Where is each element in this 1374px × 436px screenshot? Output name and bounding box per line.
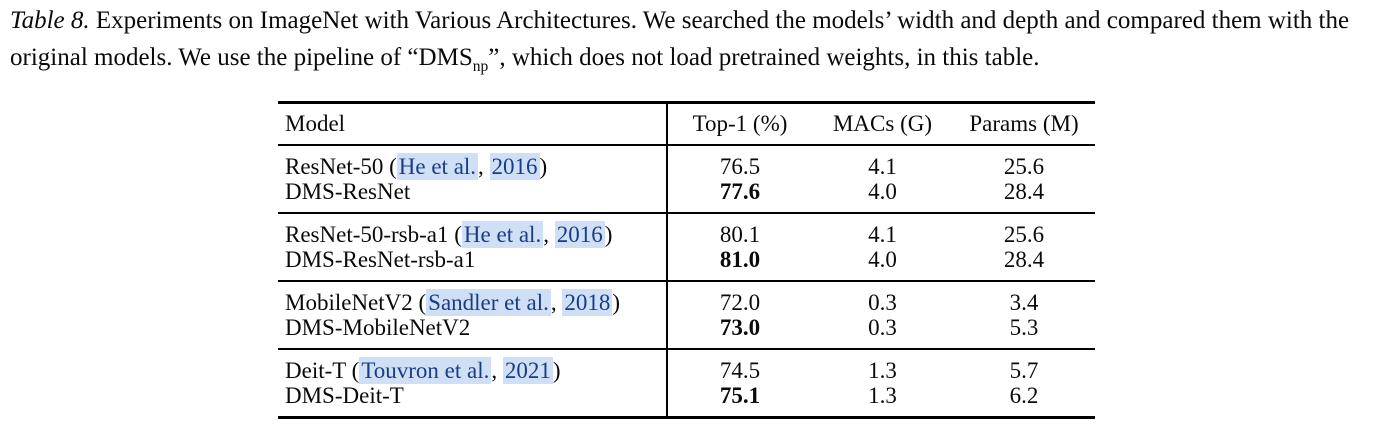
model-cell: ResNet-50 (He et al., 2016): [278, 145, 667, 180]
model-name: ResNet-50-rsb-a1 (: [285, 222, 462, 247]
model-name: DMS-ResNet-rsb-a1: [285, 247, 476, 272]
params-value: 3.4: [1009, 290, 1039, 315]
params-value: 5.3: [1009, 315, 1039, 340]
citation-link-authors[interactable]: He et al.: [396, 153, 479, 180]
table-group-mobilenet: MobileNetV2 (Sandler et al., 2018) 72.0 …: [278, 281, 1095, 349]
column-header-top1: Top-1 (%): [666, 102, 812, 146]
caption-subscript-np: np: [472, 58, 489, 75]
citation-separator: ,: [550, 290, 563, 315]
macs-value: 4.1: [868, 222, 897, 247]
table-header-row: Model Top-1 (%) MACs (G) Params (M): [278, 102, 1095, 146]
table-group-resnet: ResNet-50 (He et al., 2016) 76.5 4.1 25.…: [278, 145, 1095, 213]
citation-link-year[interactable]: 2016: [554, 221, 605, 248]
caption-label: Table 8.: [10, 7, 90, 34]
table-row: DMS-Deit-T 75.1 1.3 6.2: [278, 383, 1095, 418]
top1-value: 80.1: [666, 213, 812, 247]
top1-value: 74.5: [666, 349, 812, 383]
column-header-macs: MACs (G): [812, 102, 953, 146]
macs-value: 0.3: [868, 290, 897, 315]
results-table: Model Top-1 (%) MACs (G) Params (M) ResN…: [278, 101, 1095, 419]
model-cell: ResNet-50-rsb-a1 (He et al., 2016): [278, 213, 667, 248]
top1-value: 72.0: [666, 281, 812, 315]
model-name: ResNet-50 (: [285, 154, 397, 179]
table-row: ResNet-50 (He et al., 2016) 76.5 4.1 25.…: [278, 145, 1095, 180]
macs-value: 1.3: [868, 358, 897, 383]
table-row: DMS-MobileNetV2 73.0 0.3 5.3: [278, 315, 1095, 349]
macs-value: 4.0: [868, 247, 897, 272]
params-value: 6.2: [1009, 383, 1039, 408]
params-value: 5.7: [1009, 358, 1039, 383]
model-name-suffix: ): [539, 154, 548, 179]
model-cell: DMS-ResNet: [278, 179, 667, 213]
table-row: DMS-ResNet-rsb-a1 81.0 4.0 28.4: [278, 247, 1095, 281]
model-name: Deit-T (: [285, 358, 360, 383]
macs-value: 0.3: [868, 315, 897, 340]
model-name: DMS-Deit-T: [285, 383, 404, 408]
model-cell: DMS-Deit-T: [278, 383, 667, 418]
model-cell: MobileNetV2 (Sandler et al., 2018): [278, 281, 667, 316]
params-value: 25.6: [1003, 154, 1045, 179]
citation-link-year[interactable]: 2021: [502, 357, 553, 384]
top1-value: 81.0: [666, 247, 812, 281]
model-name-suffix: ): [612, 290, 621, 315]
caption-text-after-subscript: ”, which does not load pretrained weight…: [488, 44, 1040, 71]
model-name: DMS-ResNet: [285, 179, 411, 204]
macs-value: 4.1: [868, 154, 897, 179]
params-value: 28.4: [1003, 247, 1045, 272]
table-row: ResNet-50-rsb-a1 (He et al., 2016) 80.1 …: [278, 213, 1095, 248]
citation-link-authors[interactable]: Sandler et al.: [426, 289, 551, 316]
model-name: DMS-MobileNetV2: [285, 315, 471, 340]
citation-link-authors[interactable]: Touvron et al.: [359, 357, 492, 384]
caption-text-before-subscript: Experiments on ImageNet with Various Arc…: [10, 7, 1350, 71]
params-value: 25.6: [1003, 222, 1045, 247]
table-group-deit: Deit-T (Touvron et al., 2021) 74.5 1.3 5…: [278, 349, 1095, 418]
citation-link-year[interactable]: 2016: [489, 153, 540, 180]
model-name-suffix: ): [552, 358, 561, 383]
top1-value: 76.5: [666, 145, 812, 179]
macs-value: 4.0: [868, 179, 897, 204]
macs-value: 1.3: [868, 383, 897, 408]
top1-value: 77.6: [666, 179, 812, 213]
column-header-model: Model: [278, 102, 667, 146]
table-row: Deit-T (Touvron et al., 2021) 74.5 1.3 5…: [278, 349, 1095, 384]
model-cell: Deit-T (Touvron et al., 2021): [278, 349, 667, 384]
model-cell: DMS-ResNet-rsb-a1: [278, 247, 667, 281]
model-name-suffix: ): [604, 222, 613, 247]
table-row: DMS-ResNet 77.6 4.0 28.4: [278, 179, 1095, 213]
citation-separator: ,: [478, 154, 490, 179]
citation-separator: ,: [543, 222, 555, 247]
table-caption: Table 8. Experiments on ImageNet with Va…: [10, 2, 1366, 76]
model-cell: DMS-MobileNetV2: [278, 315, 667, 349]
params-value: 28.4: [1003, 179, 1045, 204]
table-group-resnet-rsb: ResNet-50-rsb-a1 (He et al., 2016) 80.1 …: [278, 213, 1095, 281]
table-header: Model Top-1 (%) MACs (G) Params (M): [278, 102, 1095, 146]
table-row: MobileNetV2 (Sandler et al., 2018) 72.0 …: [278, 281, 1095, 316]
column-header-params: Params (M): [953, 102, 1095, 146]
citation-separator: ,: [491, 358, 503, 383]
model-name: MobileNetV2 (: [285, 290, 427, 315]
top1-value: 75.1: [666, 383, 812, 418]
citation-link-authors[interactable]: He et al.: [461, 221, 544, 248]
top1-value: 73.0: [666, 315, 812, 349]
citation-link-year[interactable]: 2018: [562, 289, 613, 316]
